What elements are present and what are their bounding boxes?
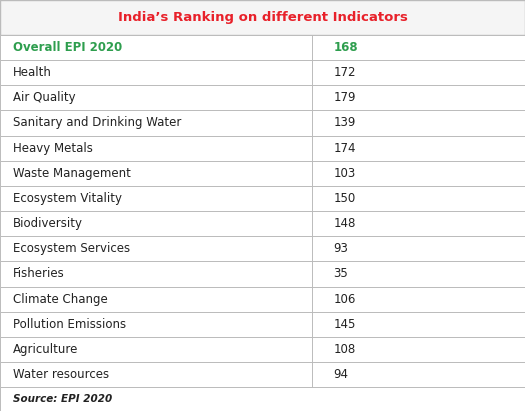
Text: Source: EPI 2020: Source: EPI 2020 [13, 394, 112, 404]
Text: 174: 174 [333, 142, 356, 155]
Text: Ecosystem Vitality: Ecosystem Vitality [13, 192, 122, 205]
FancyBboxPatch shape [0, 211, 525, 236]
FancyBboxPatch shape [0, 387, 525, 411]
Text: Ecosystem Services: Ecosystem Services [13, 242, 130, 255]
FancyBboxPatch shape [0, 236, 525, 261]
Text: Heavy Metals: Heavy Metals [13, 142, 93, 155]
FancyBboxPatch shape [0, 312, 525, 337]
Text: Health: Health [13, 66, 52, 79]
Text: 35: 35 [333, 268, 348, 280]
FancyBboxPatch shape [0, 161, 525, 186]
Text: 93: 93 [333, 242, 348, 255]
Text: Fisheries: Fisheries [13, 268, 65, 280]
FancyBboxPatch shape [0, 0, 525, 35]
FancyBboxPatch shape [0, 60, 525, 85]
FancyBboxPatch shape [0, 362, 525, 387]
Text: Overall EPI 2020: Overall EPI 2020 [13, 41, 122, 54]
Text: 172: 172 [333, 66, 356, 79]
FancyBboxPatch shape [0, 136, 525, 161]
FancyBboxPatch shape [0, 85, 525, 111]
Text: 103: 103 [333, 167, 355, 180]
Text: India’s Ranking on different Indicators: India’s Ranking on different Indicators [118, 11, 407, 24]
Text: 150: 150 [333, 192, 355, 205]
FancyBboxPatch shape [0, 35, 525, 60]
Text: Water resources: Water resources [13, 368, 109, 381]
Text: 168: 168 [333, 41, 358, 54]
Text: Agriculture: Agriculture [13, 343, 79, 356]
FancyBboxPatch shape [0, 261, 525, 286]
Text: Air Quality: Air Quality [13, 91, 76, 104]
Text: 148: 148 [333, 217, 356, 230]
Text: 108: 108 [333, 343, 355, 356]
FancyBboxPatch shape [0, 337, 525, 362]
Text: Waste Management: Waste Management [13, 167, 131, 180]
Text: 145: 145 [333, 318, 356, 331]
Text: 94: 94 [333, 368, 349, 381]
Text: Sanitary and Drinking Water: Sanitary and Drinking Water [13, 116, 182, 129]
Text: 139: 139 [333, 116, 356, 129]
Text: 179: 179 [333, 91, 356, 104]
FancyBboxPatch shape [0, 286, 525, 312]
Text: 106: 106 [333, 293, 356, 306]
Text: Climate Change: Climate Change [13, 293, 108, 306]
FancyBboxPatch shape [0, 186, 525, 211]
FancyBboxPatch shape [0, 111, 525, 136]
Text: Biodiversity: Biodiversity [13, 217, 83, 230]
Text: Pollution Emissions: Pollution Emissions [13, 318, 126, 331]
